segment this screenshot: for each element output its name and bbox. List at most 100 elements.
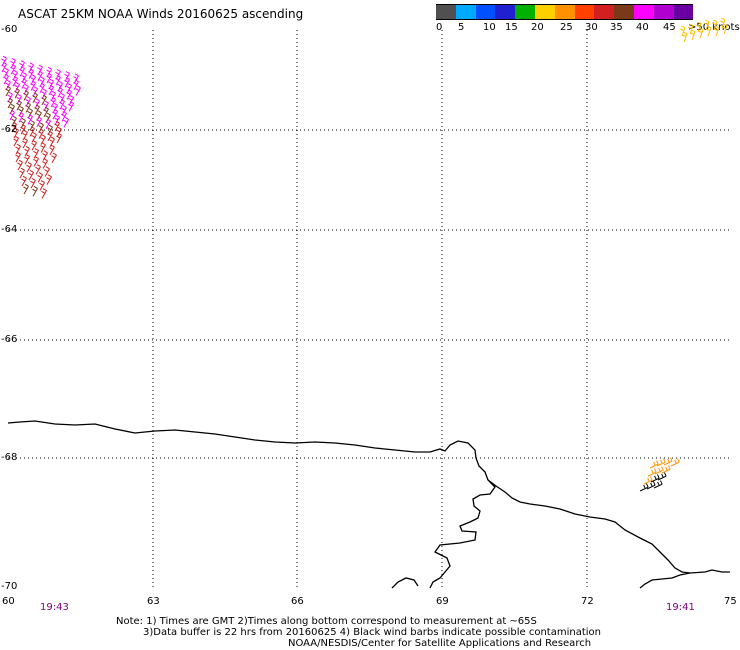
- legend-label: 5: [458, 22, 465, 33]
- legend-swatch: [535, 4, 555, 20]
- legend-label: 30: [585, 22, 598, 33]
- wind-barb: [28, 68, 34, 79]
- wind-barb: [68, 95, 74, 106]
- wind-barb: [30, 80, 36, 91]
- wind-barb: [37, 64, 43, 76]
- legend-label: 45: [663, 22, 676, 33]
- wind-barb: [61, 110, 67, 122]
- wind-barb: [19, 66, 25, 77]
- wind-barbs: [1, 17, 728, 492]
- wind-barb: [28, 169, 34, 181]
- wind-barb: [654, 466, 664, 475]
- coastline-east: [487, 479, 730, 574]
- wind-barb: [3, 73, 9, 85]
- latitude-label: -60: [1, 24, 18, 35]
- wind-barb: [57, 86, 63, 98]
- coastline-south: [639, 572, 691, 589]
- wind-barb: [73, 73, 79, 84]
- wind-barb: [15, 143, 21, 155]
- wind-barb: [55, 68, 61, 80]
- wind-barb: [9, 109, 15, 121]
- wind-barb: [38, 128, 44, 139]
- wind-barb: [33, 156, 39, 167]
- wind-barb: [44, 166, 50, 177]
- latitude-label: -70: [1, 581, 18, 592]
- legend-swatch: [594, 4, 615, 20]
- wind-barb: [45, 118, 51, 130]
- wind-barb: [55, 74, 61, 86]
- wind-barb: [12, 69, 18, 81]
- wind-barb: [39, 82, 45, 94]
- wind-barb: [40, 134, 46, 145]
- latitude-label: -64: [1, 224, 18, 235]
- wind-barb: [47, 124, 53, 136]
- wind-barb: [17, 159, 23, 171]
- wind-barb: [13, 127, 19, 139]
- wind-barb: [696, 21, 702, 33]
- map-title: ASCAT 25KM NOAA Winds 20160625 ascending: [18, 7, 304, 21]
- legend-swatch: [495, 4, 516, 20]
- wind-barb: [28, 62, 34, 73]
- wind-barb: [50, 96, 56, 108]
- wind-barb: [3, 67, 9, 79]
- wind-barb: [41, 188, 47, 199]
- wind-barb: [656, 458, 666, 467]
- coastline-bay: [391, 577, 419, 589]
- legend-swatch: [515, 4, 535, 20]
- wind-barb: [42, 150, 48, 161]
- longitude-label: 69: [436, 596, 449, 607]
- wind-barb: [7, 97, 13, 109]
- wind-barb: [647, 468, 657, 477]
- wind-barb: [5, 85, 11, 97]
- wind-barb: [646, 481, 656, 490]
- wind-barb: [46, 66, 52, 78]
- wind-barb: [649, 460, 659, 469]
- wind-barb: [73, 79, 79, 90]
- wind-barb: [23, 183, 29, 195]
- time-label-left: 19:43: [40, 602, 69, 613]
- wind-barb: [19, 60, 25, 71]
- latitude-label: -62: [1, 124, 18, 135]
- wind-barb: [11, 115, 17, 127]
- wind-barb: [36, 116, 42, 127]
- wind-barb: [29, 126, 35, 137]
- wind-barb: [41, 88, 47, 100]
- wind-barb: [1, 55, 7, 67]
- wind-barb: [25, 96, 31, 107]
- latitude-label: -68: [1, 452, 18, 463]
- time-label-right: 19:41: [666, 602, 695, 613]
- legend-swatch: [673, 4, 694, 20]
- longitude-label: 66: [291, 596, 304, 607]
- wind-barb: [16, 99, 22, 111]
- legend-label: 40: [636, 22, 649, 33]
- wind-barb: [24, 153, 30, 165]
- legend-label: 15: [505, 22, 518, 33]
- wind-barb: [714, 25, 720, 37]
- wind-barb: [46, 72, 52, 84]
- wind-barb: [18, 111, 24, 123]
- wind-barb: [682, 31, 688, 43]
- wind-barb: [42, 158, 48, 169]
- wind-barb: [16, 93, 22, 105]
- wind-barb: [10, 63, 16, 75]
- wind-barb: [18, 105, 24, 117]
- legend-swatch: [455, 4, 476, 20]
- legend-label: >50 knots: [688, 22, 740, 33]
- wind-barb: [9, 103, 15, 115]
- wind-barb: [41, 94, 47, 106]
- legend-swatch: [574, 4, 595, 20]
- wind-barb: [19, 167, 25, 179]
- longitude-label: 60: [2, 596, 15, 607]
- wind-barb: [22, 137, 28, 149]
- wind-barb: [10, 57, 16, 69]
- legend-swatch: [475, 4, 496, 20]
- wind-barb: [33, 148, 39, 159]
- legend-swatch: [634, 4, 654, 20]
- latitude-label: -66: [1, 334, 18, 345]
- wind-barb: [21, 78, 27, 89]
- wind-barb: [56, 126, 62, 138]
- wind-barb: [39, 180, 45, 191]
- wind-barb: [51, 152, 57, 164]
- wind-barb: [32, 185, 38, 197]
